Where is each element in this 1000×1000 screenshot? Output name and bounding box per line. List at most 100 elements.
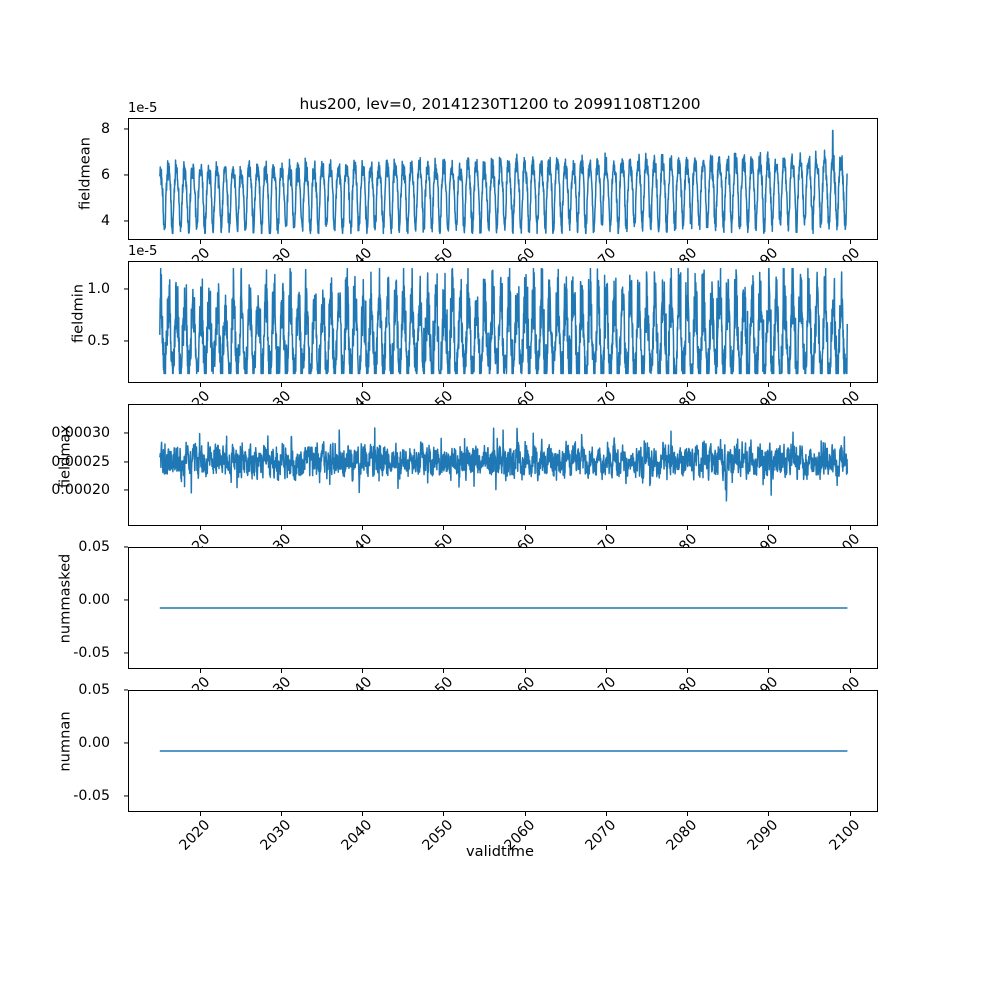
xtick-label: 2060 xyxy=(494,531,538,547)
ytick-label-nummasked-zero: 0.00 xyxy=(78,592,110,608)
xtick-label: 2090 xyxy=(738,388,782,404)
xtick-label: 2090 xyxy=(738,245,782,261)
xtick-label: 2070 xyxy=(575,388,619,404)
xtick-label: 2080 xyxy=(657,388,700,404)
xtick-mark xyxy=(362,240,364,244)
xtick-label: 2060 xyxy=(494,388,538,404)
ytick-label-numnan-pos: 0.05 xyxy=(78,682,110,698)
xtick-mark xyxy=(768,240,770,244)
ytick-mark xyxy=(124,220,128,222)
xtick-mark xyxy=(687,669,689,673)
xtick-mark xyxy=(849,812,851,816)
xtick-mark xyxy=(524,240,526,244)
xtick-mark xyxy=(768,669,770,673)
xtick-label: 2050 xyxy=(413,531,457,547)
ytick-mark xyxy=(124,340,128,342)
subplot-nummasked[interactable] xyxy=(128,547,878,669)
xtick-mark xyxy=(362,383,364,387)
xtick-label: 2060 xyxy=(494,245,538,261)
xtick-mark xyxy=(605,240,607,244)
ytick-label-fieldmean-4: 4 xyxy=(100,213,110,229)
xtick-label: 2030 xyxy=(250,245,294,261)
xtick-mark xyxy=(524,669,526,673)
ytick-mark xyxy=(124,795,128,797)
xtick-mark xyxy=(443,812,445,816)
xtick-mark xyxy=(524,383,526,387)
subplot-fieldmin[interactable] xyxy=(128,261,878,383)
subplot-fieldmax[interactable] xyxy=(128,404,878,526)
xtick-mark xyxy=(768,812,770,816)
xtick-mark xyxy=(849,383,851,387)
xtick-label: 2040 xyxy=(331,674,375,690)
xtick-label: 2090 xyxy=(738,531,782,547)
ytick-label-fieldmax-00030: 0.00030 xyxy=(51,425,110,441)
xtick-mark xyxy=(687,383,689,387)
ytick-mark xyxy=(124,432,128,434)
ytick-label-fieldmean-8: 8 xyxy=(100,121,110,137)
xtick-mark xyxy=(199,240,201,244)
xtick-mark xyxy=(199,812,201,816)
xtick-mark xyxy=(362,812,364,816)
ytick-label-fieldmax-00020: 0.00020 xyxy=(51,482,110,498)
ytick-mark xyxy=(124,174,128,176)
xtick-mark xyxy=(280,240,282,244)
xtick-label: 2050 xyxy=(413,674,457,690)
xtick-mark xyxy=(280,812,282,816)
line-fieldmean xyxy=(129,119,877,239)
xtick-label: 2060 xyxy=(494,674,538,690)
xtick-label: 2100 xyxy=(819,674,863,690)
line-fieldmax xyxy=(129,405,877,525)
xtick-mark xyxy=(280,526,282,530)
xtick-label: 2020 xyxy=(169,674,213,690)
xtick-mark xyxy=(443,240,445,244)
xtick-label: 2100 xyxy=(819,388,863,404)
ytick-label-fieldmax-00025: 0.00025 xyxy=(51,454,110,470)
xtick-label: 2050 xyxy=(413,388,457,404)
xtick-mark xyxy=(605,383,607,387)
xtick-mark xyxy=(524,812,526,816)
xlabel: validtime xyxy=(466,843,534,860)
ytick-mark xyxy=(124,689,128,691)
xtick-mark xyxy=(443,526,445,530)
subplot-numnan[interactable] xyxy=(128,690,878,812)
xtick-label: 2070 xyxy=(575,245,619,261)
line-numnan xyxy=(129,691,877,811)
xtick-mark xyxy=(849,526,851,530)
xtick-mark xyxy=(687,812,689,816)
xtick-label: 2080 xyxy=(657,245,700,261)
subplot-fieldmean[interactable] xyxy=(128,118,878,240)
xtick-label: 2050 xyxy=(413,245,457,261)
xtick-mark xyxy=(199,526,201,530)
xtick-mark xyxy=(687,526,689,530)
ytick-label-fieldmean-6: 6 xyxy=(100,167,110,183)
plot-area-fieldmin xyxy=(129,262,877,382)
ytick-mark xyxy=(124,742,128,744)
ytick-label-numnan-zero: 0.00 xyxy=(78,735,110,751)
ytick-label-nummasked-neg: -0.05 xyxy=(73,645,110,661)
line-fieldmin xyxy=(129,262,877,382)
xtick-labels-fieldmax: 2020 2030 2040 2050 2060 2070 2080 2090 2100 xyxy=(128,527,888,547)
plot-area-fieldmean xyxy=(129,119,877,239)
xtick-label: 2100 xyxy=(819,245,863,261)
xtick-label: 2100 xyxy=(819,531,863,547)
xtick-label: 2020 xyxy=(169,245,213,261)
ytick-mark xyxy=(124,652,128,654)
xtick-mark xyxy=(362,669,364,673)
xtick-label: 2030 xyxy=(250,531,294,547)
ytick-mark xyxy=(124,546,128,548)
xtick-mark xyxy=(524,526,526,530)
xtick-mark xyxy=(768,526,770,530)
xtick-label: 2080 xyxy=(657,531,700,547)
xtick-label: 2070 xyxy=(575,531,619,547)
xtick-label: 2070 xyxy=(575,674,619,690)
xtick-labels-nummasked: 2020 2030 2040 2050 2060 2070 2080 2090 2100 xyxy=(128,670,888,690)
ytick-mark xyxy=(124,128,128,130)
xtick-mark xyxy=(849,669,851,673)
xtick-label: 2020 xyxy=(169,388,213,404)
ytick-mark xyxy=(124,288,128,290)
xtick-labels-fieldmean: 2020 2030 2040 2050 2060 2070 2080 2090 2100 xyxy=(128,241,888,261)
ytick-label-fieldmin-1-0: 1.0 xyxy=(87,281,110,297)
plot-area-numnan xyxy=(129,691,877,811)
xtick-label: 2040 xyxy=(331,245,375,261)
